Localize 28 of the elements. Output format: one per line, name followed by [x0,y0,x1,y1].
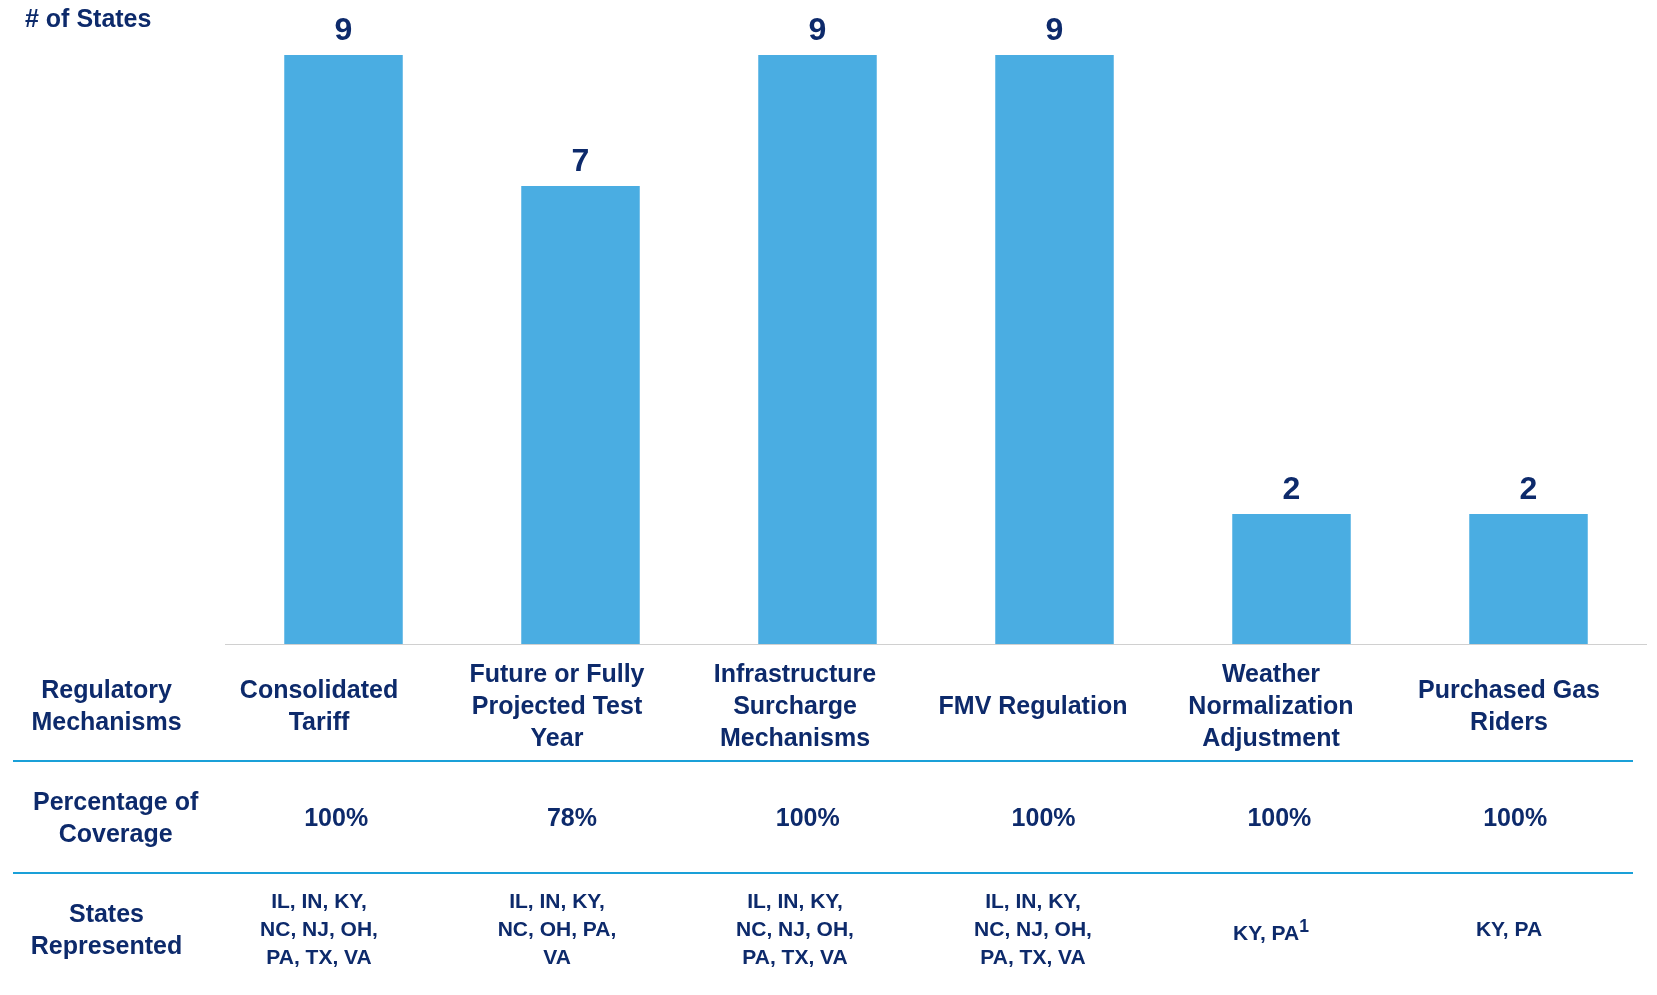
data-label: 7 [571,141,590,178]
x-tick-label: Infrastructure Surcharge Mechanisms [712,658,878,753]
text: KY, PA [1474,916,1544,942]
text: IL, IN, KY, NC, NJ, OH, PA, TX, VA [259,888,379,970]
text: IL, IN, KY, NC, OH, PA, VA [496,888,618,970]
text: 100% [774,802,841,833]
x-tick-label: Purchased Gas Riders [1417,674,1601,737]
text: IL, IN, KY, NC, NJ, OH, PA, TX, VA [735,888,855,970]
x-tick-label: Weather Normalization Adjustment [1187,658,1355,753]
x-tick-label: FMV Regulation [937,690,1129,721]
text: 78% [545,802,598,833]
y-axis-title: # of States [25,4,152,33]
data-label: 2 [1282,469,1301,506]
text: 100% [1246,802,1313,833]
text: 100% [1482,802,1549,833]
data-label: 2 [1519,469,1538,506]
text: States Represented [29,898,184,961]
x-tick-label: Consolidated Tariff [238,674,400,737]
data-label: 9 [334,10,353,47]
text: IL, IN, KY, NC, NJ, OH, PA, TX, VA [973,888,1093,970]
text: 100% [1010,802,1077,833]
text: Regulatory Mechanisms [30,674,183,737]
x-tick-label: Future or Fully Projected Test Year [468,658,646,753]
data-label: 9 [1045,10,1064,47]
data-label: 9 [808,10,827,47]
text: KY, PA$^{1}$ [1232,914,1310,946]
text: 100% [303,802,370,833]
text: Percentage of Coverage [31,786,200,849]
